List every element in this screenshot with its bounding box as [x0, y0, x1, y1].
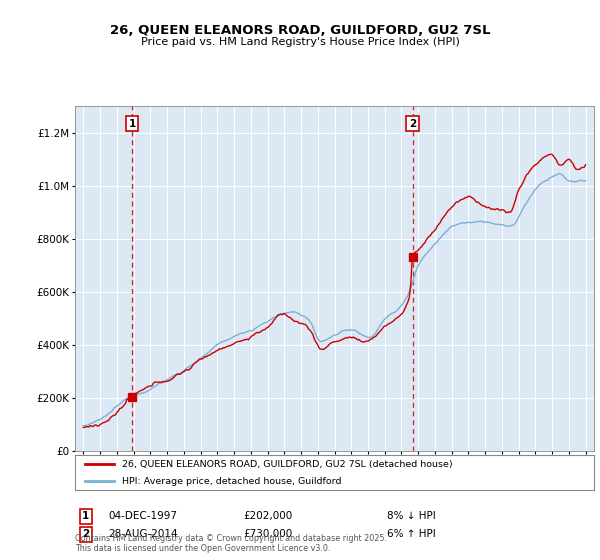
Text: 2: 2	[82, 529, 89, 539]
Text: 1: 1	[82, 511, 89, 521]
Text: £730,000: £730,000	[243, 529, 292, 539]
Text: 04-DEC-1997: 04-DEC-1997	[108, 511, 177, 521]
Text: 2: 2	[409, 119, 416, 129]
Text: HPI: Average price, detached house, Guildford: HPI: Average price, detached house, Guil…	[122, 477, 341, 486]
Text: £202,000: £202,000	[243, 511, 292, 521]
Text: 26, QUEEN ELEANORS ROAD, GUILDFORD, GU2 7SL (detached house): 26, QUEEN ELEANORS ROAD, GUILDFORD, GU2 …	[122, 460, 452, 469]
Text: 6% ↑ HPI: 6% ↑ HPI	[387, 529, 436, 539]
Text: 26, QUEEN ELEANORS ROAD, GUILDFORD, GU2 7SL: 26, QUEEN ELEANORS ROAD, GUILDFORD, GU2 …	[110, 24, 490, 38]
Text: 1: 1	[128, 119, 136, 129]
Text: Contains HM Land Registry data © Crown copyright and database right 2025.
This d: Contains HM Land Registry data © Crown c…	[75, 534, 387, 553]
Text: 8% ↓ HPI: 8% ↓ HPI	[387, 511, 436, 521]
Text: Price paid vs. HM Land Registry's House Price Index (HPI): Price paid vs. HM Land Registry's House …	[140, 37, 460, 47]
Text: 28-AUG-2014: 28-AUG-2014	[108, 529, 178, 539]
